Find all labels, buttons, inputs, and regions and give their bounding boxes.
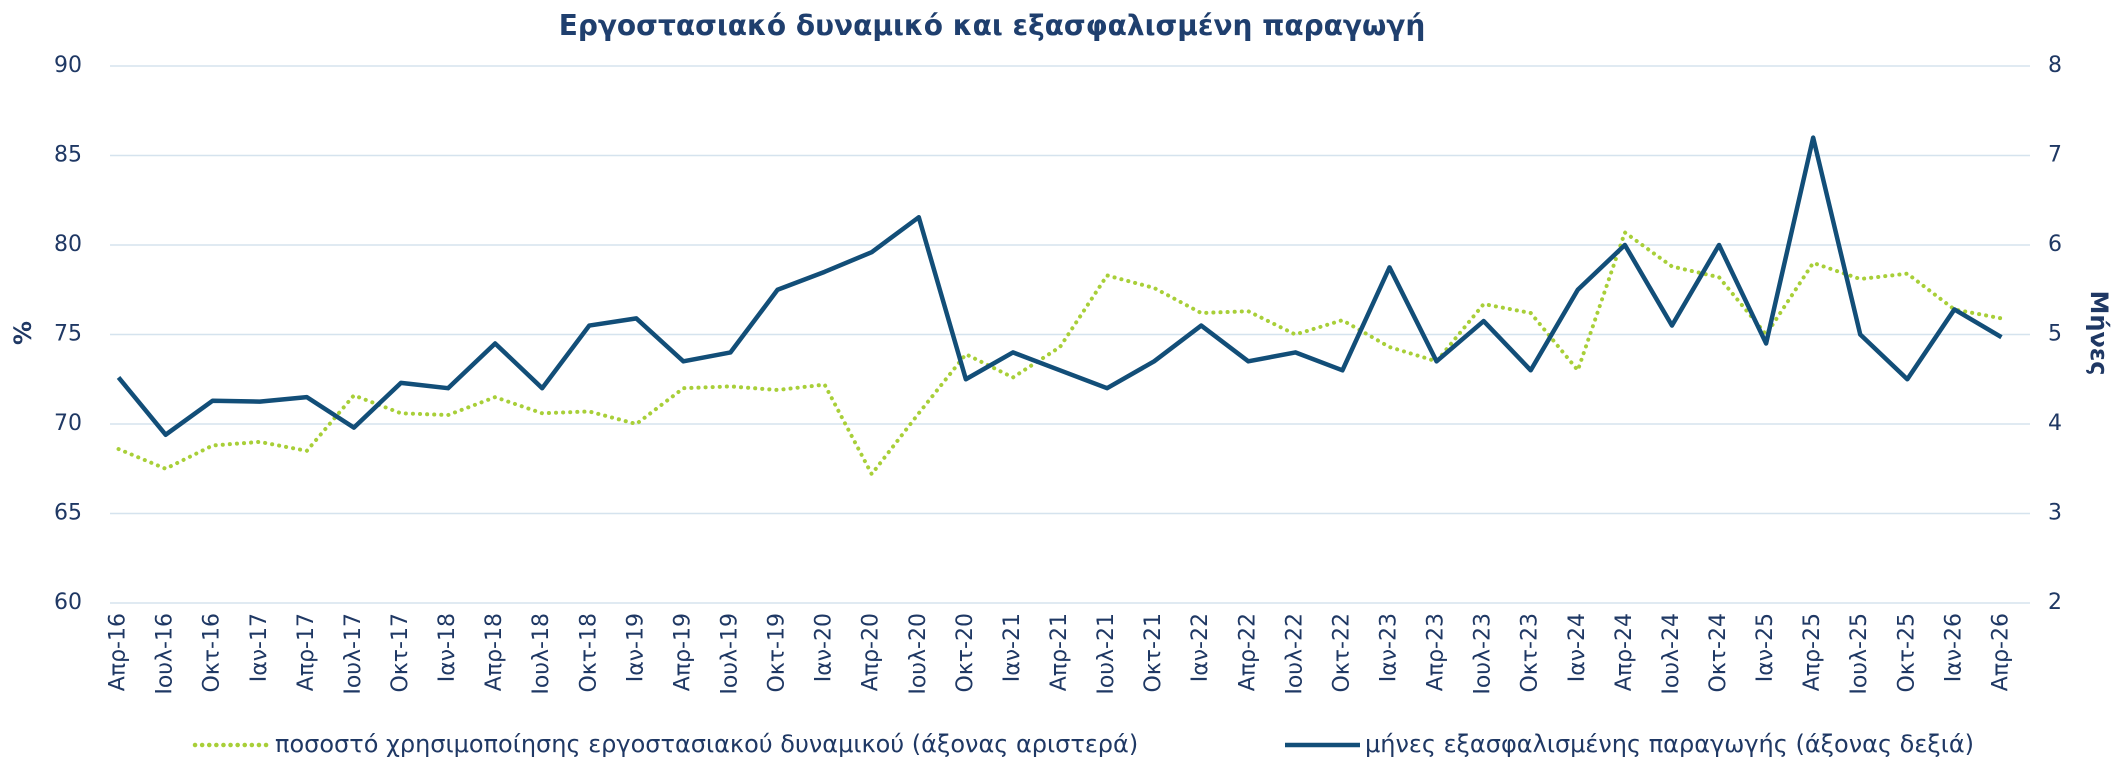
x-tick-label: Απρ-26 — [1988, 613, 2013, 691]
x-tick-label: Οκτ-17 — [388, 613, 413, 692]
y-tick-label: 75 — [54, 322, 82, 347]
y2-tick-label: 8 — [2048, 53, 2062, 78]
y-tick-label: 85 — [54, 143, 82, 168]
y2-tick-label: 5 — [2048, 322, 2062, 347]
x-tick-label: Ιαν-17 — [247, 613, 272, 682]
y2-tick-label: 3 — [2048, 501, 2062, 526]
x-tick-label: Απρ-21 — [1047, 613, 1072, 691]
x-tick-label: Ιουλ-21 — [1094, 613, 1119, 695]
x-tick-label: Ιαν-20 — [812, 613, 837, 682]
x-tick-label: Οκτ-23 — [1518, 613, 1543, 692]
x-tick-label: Ιουλ-25 — [1847, 613, 1872, 695]
x-tick-label: Ιαν-21 — [1000, 613, 1025, 682]
x-tick-label: Απρ-19 — [670, 613, 695, 691]
x-tick-label: Απρ-17 — [294, 613, 319, 691]
series-line — [116, 230, 2004, 477]
x-tick-label: Απρ-20 — [859, 613, 884, 691]
x-tick-label: Απρ-16 — [106, 613, 131, 691]
legend-label: μήνες εξασφαλισμένης παραγωγής (άξονας δ… — [1365, 730, 1974, 758]
x-tick-label: Ιαν-19 — [623, 613, 648, 682]
y-axis-title: % — [9, 321, 37, 345]
x-tick-label: Οκτ-16 — [200, 613, 225, 692]
x-tick-label: Ιουλ-23 — [1471, 613, 1496, 695]
x-tick-label: Οκτ-20 — [953, 613, 978, 692]
y-tick-label: 65 — [54, 501, 82, 526]
x-tick-label: Οκτ-18 — [576, 613, 601, 692]
x-tick-label: Ιουλ-22 — [1282, 613, 1307, 695]
series-line — [116, 135, 2003, 437]
y2-tick-label: 6 — [2048, 232, 2062, 257]
x-tick-label: Οκτ-19 — [765, 613, 790, 692]
y-tick-label: 60 — [54, 590, 82, 615]
x-tick-label: Ιαν-22 — [1188, 613, 1213, 682]
y-tick-label: 90 — [54, 53, 82, 78]
chart-title: Εργοστασιακό δυναμικό και εξασφαλισμένη … — [559, 9, 1426, 42]
legend-label: ποσοστό χρησιμοποίησης εργοστασιακού δυν… — [275, 730, 1138, 758]
y-tick-label: 70 — [54, 411, 82, 436]
x-tick-label: Ιουλ-17 — [341, 613, 366, 695]
x-tick-label: Ιαν-26 — [1941, 613, 1966, 682]
x-tick-label: Ιουλ-24 — [1659, 613, 1684, 695]
x-tick-label: Ιαν-24 — [1565, 613, 1590, 682]
x-tick-label: Απρ-22 — [1235, 613, 1260, 691]
x-tick-label: Οκτ-25 — [1894, 613, 1919, 692]
y-tick-label: 80 — [54, 232, 82, 257]
x-tick-label: Απρ-23 — [1424, 613, 1449, 691]
x-tick-label: Οκτ-21 — [1141, 613, 1166, 692]
y2-tick-label: 7 — [2048, 143, 2062, 168]
y2-tick-label: 4 — [2048, 411, 2062, 436]
x-tick-label: Ιουλ-18 — [529, 613, 554, 695]
x-tick-label: Απρ-18 — [482, 613, 507, 691]
x-tick-label: Ιαν-23 — [1377, 613, 1402, 682]
x-tick-label: Ιαν-25 — [1753, 613, 1778, 682]
x-tick-label: Ιουλ-20 — [906, 613, 931, 695]
x-tick-label: Οκτ-22 — [1329, 613, 1354, 692]
x-tick-label: Ιαν-18 — [435, 613, 460, 682]
y2-axis-title: Μήνες — [2085, 291, 2113, 376]
x-tick-label: Ιουλ-16 — [153, 613, 178, 695]
x-tick-label: Απρ-25 — [1800, 613, 1825, 691]
x-tick-label: Οκτ-24 — [1706, 613, 1731, 692]
x-tick-label: Απρ-24 — [1612, 613, 1637, 691]
y2-tick-label: 2 — [2048, 590, 2062, 615]
x-tick-label: Ιουλ-19 — [717, 613, 742, 695]
